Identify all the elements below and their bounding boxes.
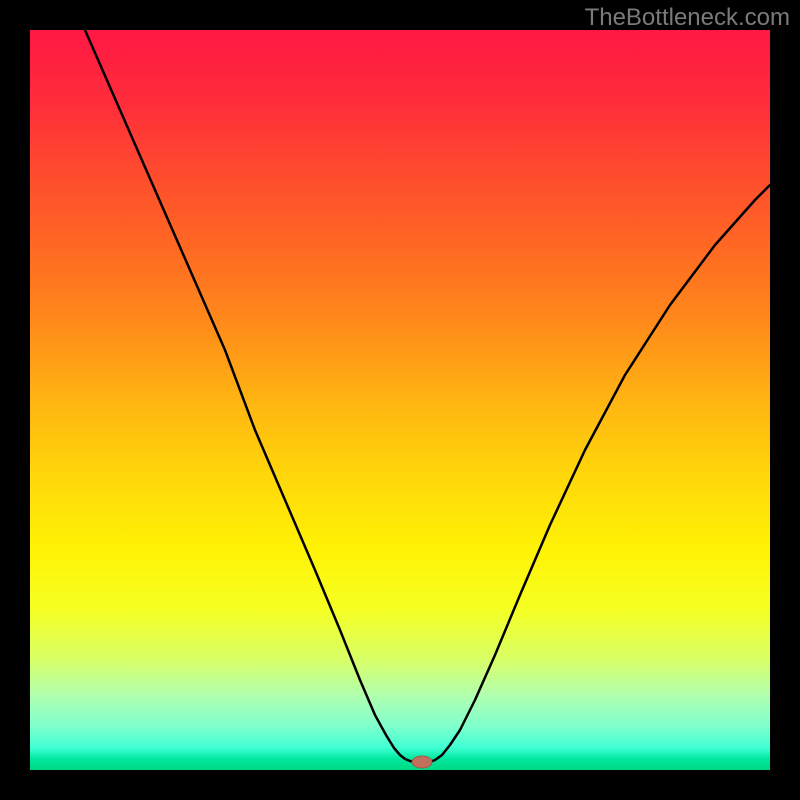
- gradient-background: [30, 30, 770, 770]
- watermark-text: TheBottleneck.com: [585, 4, 790, 32]
- optimal-marker: [412, 756, 432, 768]
- plot-area: [30, 30, 770, 770]
- chart-frame: TheBottleneck.com: [0, 0, 800, 800]
- bottleneck-chart: [30, 30, 770, 770]
